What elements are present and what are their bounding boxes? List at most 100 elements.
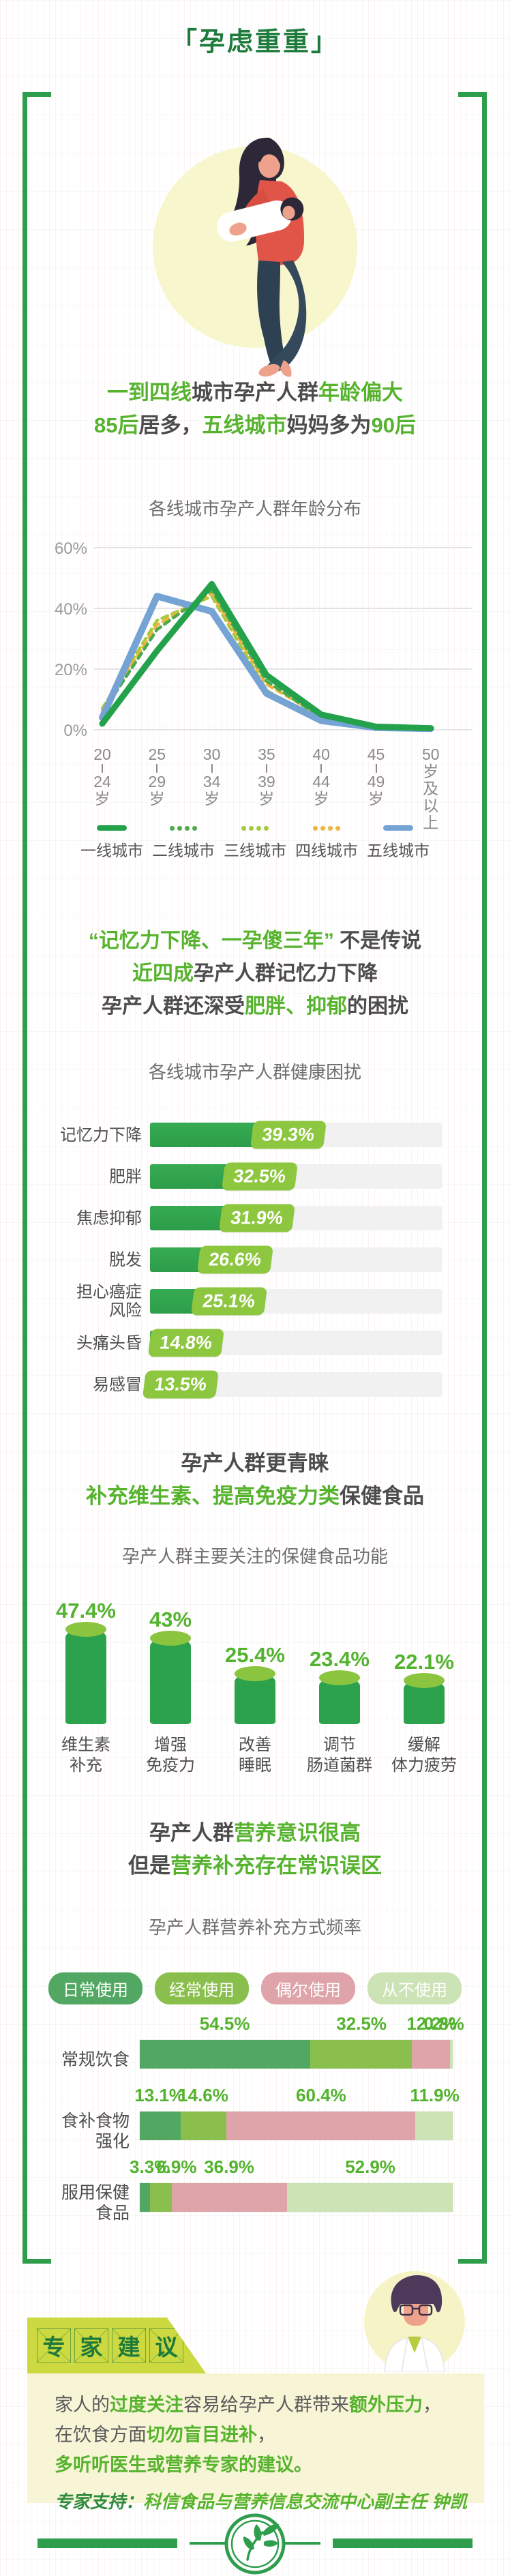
stacked-bar xyxy=(139,2182,453,2212)
footer-bar-left xyxy=(38,2538,177,2548)
row-label: 食补食物 强化 xyxy=(61,2111,130,2151)
age-distribution-line-chart: 60% 40% 20% 0% xyxy=(55,539,472,740)
mother-holding-baby-illustration xyxy=(153,137,357,377)
line-chart-legend: 一线城市 二线城市 三线城市 四线城市 五线城市 xyxy=(0,825,510,861)
value-badge: 32.5% xyxy=(221,1162,298,1191)
row-label: 服用保健 食品 xyxy=(61,2182,130,2223)
legend-pill: 日常使用 xyxy=(48,1972,142,2004)
x-tick-text: 岁 xyxy=(258,790,275,808)
legend-item: 五线城市 xyxy=(367,825,430,861)
x-tick: 30 34 岁 xyxy=(183,746,241,808)
legend-label: 一线城市 xyxy=(80,842,143,859)
x-tick-text: 24 xyxy=(93,773,111,790)
value-badge: 31.9% xyxy=(219,1204,295,1232)
y-tick-label: 40% xyxy=(55,600,87,619)
x-tick-text: 44 xyxy=(312,773,330,790)
bar-track: 32.5% xyxy=(150,1162,442,1191)
category-label: 改善 睡眠 xyxy=(239,1736,271,1775)
category-label: 调节 肠道菌群 xyxy=(307,1736,372,1775)
value-badge: 25.1% xyxy=(190,1287,267,1316)
cylinder-top xyxy=(150,1631,191,1646)
cylinder-top xyxy=(404,1672,445,1688)
x-tick: 20 24 岁 xyxy=(74,746,131,808)
legend-dot xyxy=(328,825,333,831)
x-tick-text: 39 xyxy=(258,773,275,790)
bar-row: 脱发 26.6% xyxy=(27,1245,442,1274)
expert-advice-banner: 专家建议 xyxy=(27,2318,206,2373)
advice-line1: 家人的过度关注容易给孕产人群带来额外压力， xyxy=(55,2395,441,2415)
legend-item: 三线城市 xyxy=(224,825,286,861)
cylinder-bar xyxy=(150,1631,191,1724)
awareness-heading-line1: 孕产人群营养意识很高 xyxy=(149,1821,361,1845)
segment-value: 14.6% xyxy=(178,2085,228,2105)
x-tick-text: 50 xyxy=(422,745,440,763)
row-area: 54.5% 32.5% 12.2% 0.8% xyxy=(139,2012,464,2084)
bar-track: 26.6% xyxy=(150,1245,442,1274)
x-tick: 45 49 岁 xyxy=(348,746,405,808)
expert-support-credit: 专家支持：科信食品与营养信息交流中心副主任 钟凯 xyxy=(55,2491,468,2512)
y-tick-label: 0% xyxy=(63,722,87,740)
tick-dash xyxy=(265,764,267,773)
bar-row: 肥胖 32.5% xyxy=(27,1162,442,1191)
expert-advice-panel: 家人的过度关注容易给孕产人群带来额外压力， 在饮食方面切勿盲目进补， 多听听医生… xyxy=(27,2373,484,2512)
banner-char-box: 专 xyxy=(37,2328,71,2363)
frequency-chart-title: 孕产人群营养补充方式频率 xyxy=(148,1917,361,1938)
frame-corner-bottom-left xyxy=(22,2259,51,2264)
footer-bar-right xyxy=(333,2538,472,2548)
legend-dot xyxy=(185,825,190,831)
legend-dot xyxy=(313,825,318,831)
x-tick-text: 岁 xyxy=(149,790,165,808)
segment-从不使用 xyxy=(415,2112,453,2140)
bar-label: 头痛头昏 xyxy=(76,1333,142,1352)
banner-char-box: 建 xyxy=(112,2328,146,2363)
x-tick-text: 29 xyxy=(148,773,166,790)
bar-label: 易感冒 xyxy=(93,1375,142,1394)
memory-heading-line3: 孕产人群还深受肥胖、抑郁的困扰 xyxy=(102,995,408,1018)
health-chart-title: 各线城市孕产人群健康困扰 xyxy=(148,1062,361,1082)
x-tick-text: 45 xyxy=(367,745,385,763)
legend-pill: 经常使用 xyxy=(155,1972,249,2004)
x-tick-text: 49 xyxy=(367,773,385,790)
x-tick-text: 34 xyxy=(202,773,221,790)
age-heading-line1: 一到四线城市孕产人群年龄偏大 xyxy=(107,381,403,404)
legend-swatch xyxy=(241,825,269,831)
stacked-bar xyxy=(139,2111,453,2141)
x-tick-text: 岁 xyxy=(204,790,220,808)
supplement-heading-line2: 补充维生素、提高免疫力类保健食品 xyxy=(86,1484,424,1508)
segment-value: 13.1% xyxy=(134,2085,185,2105)
age-heading-line2: 85后居多，五线城市妈妈多为90后 xyxy=(94,413,416,437)
stacked-row: 服用保健 食品 3.3% 6.9% 36.9% 52.9% xyxy=(27,2155,453,2227)
cylinder-top xyxy=(235,1666,275,1682)
advice-line2: 在饮食方面切勿盲目进补， xyxy=(55,2425,275,2445)
segment-从不使用 xyxy=(450,2040,453,2069)
segment-value: 0.8% xyxy=(423,2013,464,2034)
x-tick-text: 25 xyxy=(148,745,166,763)
bar-label: 肥胖 xyxy=(109,1167,142,1186)
value-badge: 13.5% xyxy=(142,1370,219,1399)
stacked-row: 食补食物 强化 13.1% 14.6% 60.4% 11.9% xyxy=(27,2084,460,2155)
bar-label: 脱发 xyxy=(109,1250,142,1269)
frame-corner-top-right xyxy=(458,92,487,97)
tick-dash xyxy=(211,764,213,773)
legend-label: 二线城市 xyxy=(152,842,215,859)
segment-value: 54.5% xyxy=(199,2013,250,2034)
doctor-avatar xyxy=(364,2271,465,2372)
value-label: 47.4% xyxy=(56,1599,116,1623)
cylinder-bar xyxy=(235,1666,275,1724)
bar-track: 31.9% xyxy=(150,1204,442,1232)
legend-dot xyxy=(264,825,269,831)
x-tick: 50 岁及以上 xyxy=(402,746,460,831)
memory-heading-line2: 近四成孕产人群记忆力下降 xyxy=(132,962,378,985)
bar-track: 13.5% xyxy=(142,1370,442,1399)
x-tick-text: 20 xyxy=(93,745,111,763)
frame-corner-top-left xyxy=(22,92,51,97)
memory-heading-line1: “记忆力下降、一孕傻三年” 不是传说 xyxy=(88,930,422,952)
x-tick-text: 岁 xyxy=(423,763,439,780)
x-tick: 35 39 岁 xyxy=(238,746,295,808)
segment-value: 11.9% xyxy=(410,2085,460,2105)
age-heading: 一到四线城市孕产人群年龄偏大 85后居多，五线城市妈妈多为90后 xyxy=(0,376,510,442)
legend-swatch xyxy=(313,825,340,831)
supplement-heading-line1: 孕产人群更青睐 xyxy=(181,1451,329,1475)
footer-line-left xyxy=(190,2542,228,2545)
